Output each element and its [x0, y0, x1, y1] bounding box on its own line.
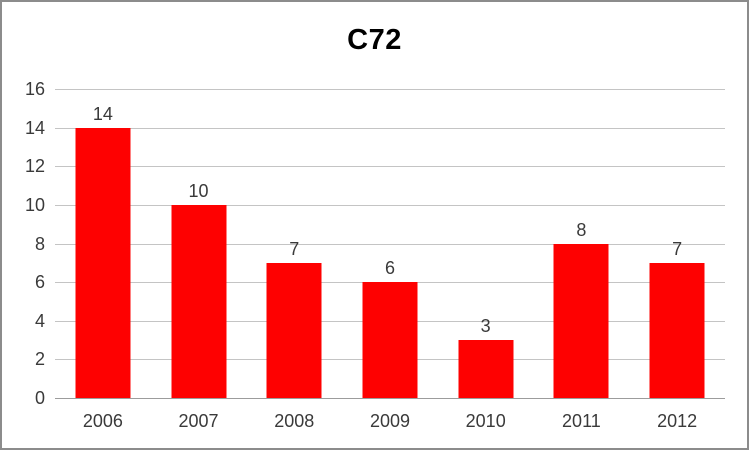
bar-value-label: 7 — [672, 238, 683, 259]
category-slot: 10 2007 — [151, 89, 247, 430]
category-slot: 7 2008 — [246, 89, 342, 430]
bar-2007 — [171, 204, 227, 398]
bar-2009 — [362, 282, 418, 398]
gridline — [55, 127, 725, 129]
category-slot: 6 2009 — [342, 89, 438, 430]
bar-value-label: 3 — [480, 316, 491, 337]
y-tick-label: 16 — [24, 79, 45, 99]
plot-area: 0 2 4 6 8 10 12 14 16 14 2006 10 2007 7 2008 6 2009 3 2010… — [25, 80, 725, 430]
gridline — [55, 204, 725, 206]
bar-2008 — [266, 262, 322, 398]
bar-2011 — [553, 243, 609, 398]
x-tick-label: 2010 — [465, 411, 506, 431]
y-tick-label: 6 — [34, 272, 45, 293]
x-tick-label: 2007 — [178, 411, 219, 431]
bar-2012 — [649, 262, 705, 398]
y-tick-label: 8 — [34, 233, 45, 254]
bar-value-label: 6 — [384, 258, 395, 279]
bar-value-label: 8 — [576, 219, 587, 240]
x-tick-label: 2011 — [562, 411, 601, 431]
x-tick-label: 2009 — [369, 411, 411, 431]
category-slot: 3 2010 — [438, 89, 534, 430]
y-tick-label: 0 — [34, 388, 45, 408]
y-tick-label: 2 — [34, 349, 45, 370]
bar-2006 — [75, 127, 131, 398]
y-tick-label: 12 — [24, 156, 45, 177]
bar-value-label: 14 — [92, 103, 113, 124]
y-tick-label: 14 — [24, 117, 45, 138]
bar-value-label: 7 — [289, 238, 300, 259]
gridline — [55, 89, 725, 90]
bar-2010 — [458, 340, 514, 398]
y-tick-label: 4 — [34, 310, 45, 331]
category-slot: 7 2012 — [629, 89, 725, 430]
y-tick-label: 10 — [24, 194, 45, 215]
chart-title: C72 — [347, 24, 402, 56]
bar-value-label: 10 — [188, 180, 209, 201]
gridline — [55, 166, 725, 168]
gridline — [55, 243, 725, 245]
x-tick-label: 2008 — [274, 411, 315, 431]
category-slot: 14 2006 — [55, 89, 151, 430]
x-axis-line — [55, 398, 725, 399]
x-tick-label: 2012 — [657, 411, 698, 431]
x-tick-label: 2006 — [82, 411, 123, 431]
category-slot: 8 2011 — [534, 89, 630, 430]
